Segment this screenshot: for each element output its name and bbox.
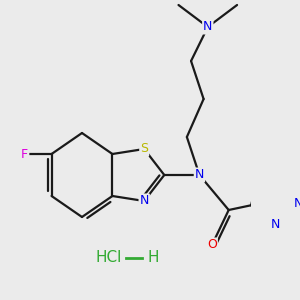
Text: S: S [140,142,148,155]
Text: N: N [195,169,204,182]
Text: N: N [140,194,149,208]
Text: O: O [207,238,217,251]
Text: N: N [271,218,280,232]
Text: F: F [21,148,28,160]
Text: N: N [203,20,212,34]
Text: N: N [294,197,300,210]
Text: HCl: HCl [96,250,122,266]
Text: H: H [147,250,159,266]
